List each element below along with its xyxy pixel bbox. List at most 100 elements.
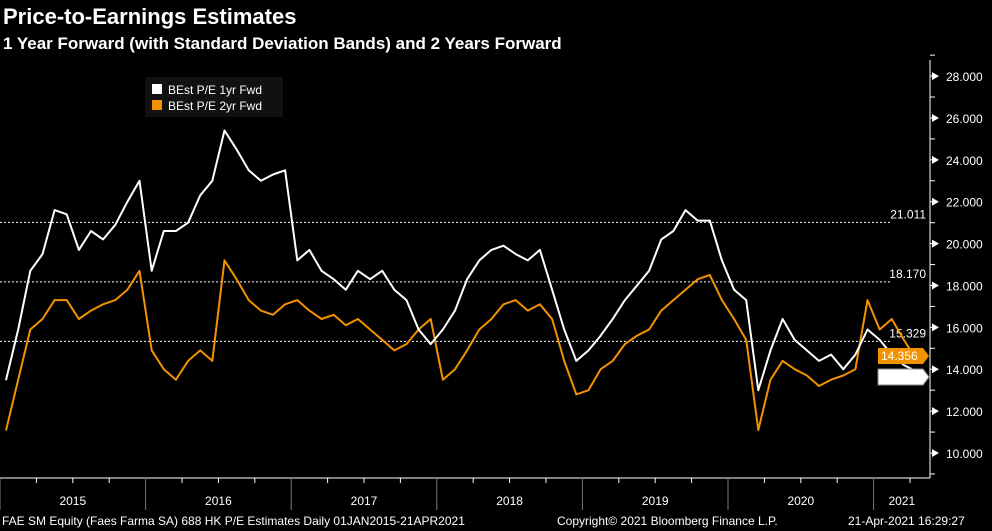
data-point <box>417 328 420 331</box>
data-point <box>624 343 626 345</box>
data-point <box>878 339 881 341</box>
data-point <box>284 169 286 172</box>
data-point <box>636 334 638 337</box>
data-point <box>308 309 311 312</box>
data-point <box>296 259 299 262</box>
data-point <box>466 349 468 352</box>
data-point <box>478 259 481 262</box>
data-point <box>648 328 650 331</box>
data-point <box>733 288 735 291</box>
footer-timestamp: 21-Apr-2021 16:29:27 <box>848 514 965 528</box>
data-point <box>175 230 177 232</box>
y-tick-marker <box>932 407 939 416</box>
data-point <box>563 328 565 331</box>
data-point <box>90 230 92 232</box>
data-point <box>53 299 56 301</box>
data-point <box>78 249 80 251</box>
y-tick-label: 12.000 <box>946 405 983 419</box>
data-point <box>65 299 68 301</box>
data-point <box>539 303 541 306</box>
y-tick-label: 14.000 <box>946 363 983 377</box>
data-point <box>429 343 432 345</box>
data-point <box>320 270 323 272</box>
data-point <box>672 230 675 232</box>
data-point <box>175 378 177 381</box>
data-point <box>575 360 578 362</box>
legend-swatch-2yr <box>152 100 162 110</box>
data-point <box>41 318 44 320</box>
data-point <box>842 374 845 377</box>
data-point <box>818 360 820 362</box>
data-point <box>393 349 396 352</box>
data-point <box>806 374 808 377</box>
data-point <box>490 318 493 320</box>
data-point <box>150 270 153 272</box>
data-point <box>624 299 626 301</box>
data-point <box>684 209 687 211</box>
data-point <box>163 230 165 232</box>
y-tick-label: 20.000 <box>946 238 983 252</box>
data-point <box>599 368 602 371</box>
data-point <box>29 328 32 331</box>
std-band-label: 15.329 <box>889 326 926 340</box>
data-point <box>721 299 723 301</box>
data-point <box>891 318 893 320</box>
data-point <box>5 429 7 431</box>
data-point <box>17 378 20 381</box>
data-point <box>502 244 505 247</box>
footer-copyright: Copyright© 2021 Bloomberg Finance L.P. <box>557 514 778 528</box>
y-tick-label: 28.000 <box>946 70 983 84</box>
data-point <box>369 328 371 331</box>
std-band-label: 21.011 <box>890 207 926 221</box>
data-point <box>381 270 384 272</box>
data-point <box>660 309 663 312</box>
data-point <box>211 179 214 182</box>
data-point <box>393 288 396 291</box>
data-point <box>527 259 529 262</box>
data-point <box>405 299 408 301</box>
series-line-2yr <box>5 259 919 431</box>
y-tick-marker <box>932 365 939 374</box>
data-point <box>709 219 711 222</box>
data-point <box>672 299 675 301</box>
std-band-label: 18.170 <box>889 267 926 281</box>
data-point <box>733 318 735 320</box>
data-point <box>466 278 468 280</box>
x-tick-label: 2018 <box>496 494 523 508</box>
y-tick-marker <box>932 72 939 81</box>
y-tick-marker <box>932 113 939 122</box>
data-point <box>696 219 699 222</box>
y-tick-label: 22.000 <box>946 196 983 210</box>
data-point <box>369 278 371 280</box>
x-tick-label: 2015 <box>59 494 86 508</box>
chart-title: Price-to-Earnings Estimates <box>3 4 297 29</box>
data-point <box>308 249 311 251</box>
data-point <box>854 353 857 356</box>
legend-box <box>145 77 283 117</box>
data-point <box>818 385 820 387</box>
data-point <box>769 378 772 381</box>
data-point <box>199 194 201 197</box>
data-point <box>563 360 565 362</box>
data-point <box>806 349 808 352</box>
data-point <box>793 368 796 371</box>
data-point <box>878 328 881 331</box>
data-point <box>345 324 347 327</box>
data-point <box>587 349 590 352</box>
data-point <box>332 313 335 316</box>
data-point <box>830 353 832 356</box>
chart-subtitle: 1 Year Forward (with Standard Deviation … <box>3 34 562 53</box>
y-tick-label: 26.000 <box>946 112 983 126</box>
y-tick-marker <box>932 155 939 164</box>
data-point <box>102 238 104 241</box>
data-point <box>648 270 650 272</box>
data-point <box>223 259 226 262</box>
y-tick-marker <box>932 281 939 290</box>
data-point <box>114 223 117 226</box>
data-point <box>102 303 104 306</box>
data-point <box>150 349 153 352</box>
data-point <box>429 318 432 320</box>
last-value-label: 13.852 <box>881 370 918 384</box>
data-point <box>247 299 250 301</box>
